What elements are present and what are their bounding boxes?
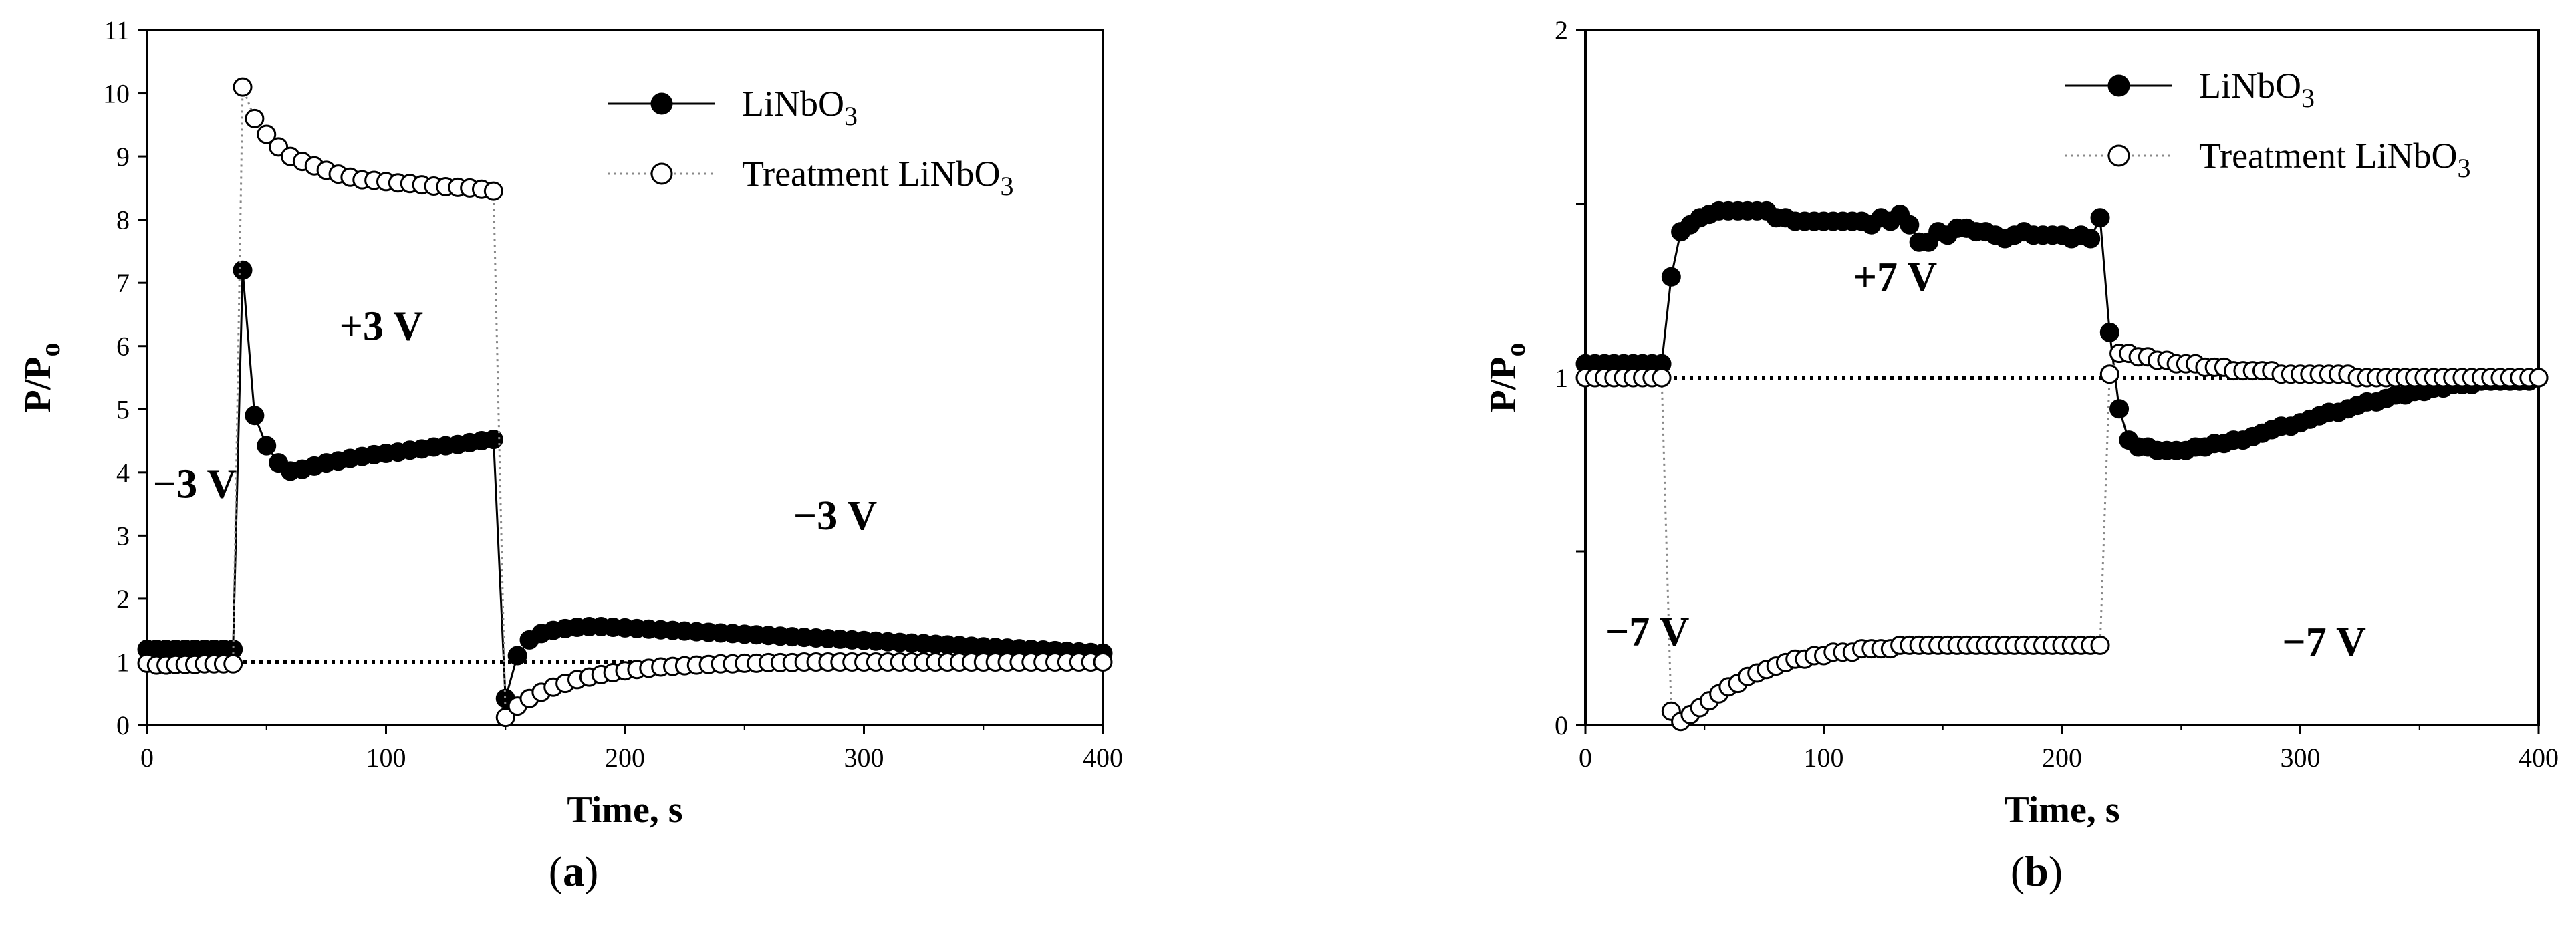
y-tick-label: 3 bbox=[116, 521, 130, 551]
data-point bbox=[245, 406, 265, 426]
legend-label: Treatment LiNbO3 bbox=[2199, 136, 2470, 183]
data-point bbox=[2099, 364, 2119, 384]
data-point bbox=[2090, 635, 2110, 655]
y-tick-label: 11 bbox=[104, 15, 130, 45]
data-point bbox=[257, 436, 277, 456]
data-point bbox=[1093, 652, 1113, 672]
x-tick-label: 300 bbox=[2281, 743, 2321, 773]
data-point bbox=[2109, 399, 2130, 419]
x-tick-label: 100 bbox=[1804, 743, 1844, 773]
y-tick-label: 0 bbox=[116, 710, 130, 741]
x-tick-label: 200 bbox=[2042, 743, 2082, 773]
y-tick-label: 9 bbox=[116, 142, 130, 172]
data-point bbox=[2081, 229, 2101, 249]
x-tick-label: 200 bbox=[605, 743, 645, 773]
panel-label: (b) bbox=[2011, 847, 2063, 895]
data-point bbox=[233, 260, 253, 280]
data-point bbox=[233, 77, 253, 97]
series-treatment-linbo3 bbox=[137, 77, 1113, 728]
chart-panel-a: 0 100 200 300 400 0 1 2 3 4 5 6 7 8 9 10 11 Time, s P/Po Li… bbox=[17, 15, 1123, 895]
data-point bbox=[483, 430, 503, 450]
y-tick-label: 0 bbox=[1555, 710, 1568, 741]
legend-label: LiNbO3 bbox=[742, 84, 858, 131]
chart-panel-b: 0 100 200 300 400 0 1 2 Time, s P/Po LiNbO3 Treatme… bbox=[1483, 15, 2559, 895]
y-axis-title: P/Po bbox=[1483, 343, 1531, 413]
series-treatment-linbo3 bbox=[1575, 344, 2549, 732]
voltage-annotation: −7 V bbox=[2282, 620, 2366, 665]
x-tick-label: 300 bbox=[844, 743, 884, 773]
x-tick-label: 100 bbox=[366, 743, 406, 773]
series-linbo3 bbox=[137, 260, 1113, 708]
panel-label: (a) bbox=[549, 847, 599, 895]
voltage-annotation: −3 V bbox=[793, 493, 878, 539]
y-tick-label: 2 bbox=[116, 584, 130, 614]
series-linbo3 bbox=[1575, 200, 2549, 460]
y-tick-label: 1 bbox=[116, 647, 130, 677]
y-tick-label: 7 bbox=[116, 268, 130, 298]
legend: LiNbO3 Treatment LiNbO3 bbox=[2065, 65, 2470, 183]
data-point bbox=[2099, 322, 2119, 342]
series-line bbox=[1585, 209, 2539, 452]
series-line bbox=[1585, 352, 2539, 723]
legend-swatch-marker bbox=[2107, 74, 2130, 97]
x-axis-title: Time, s bbox=[2004, 789, 2119, 831]
x-axis-title: Time, s bbox=[567, 789, 682, 831]
voltage-annotation: +3 V bbox=[340, 303, 424, 349]
x-tick-label: 0 bbox=[140, 743, 154, 773]
y-tick-label: 5 bbox=[116, 394, 130, 424]
y-tick-label: 10 bbox=[103, 79, 130, 109]
data-point bbox=[483, 181, 503, 201]
legend-swatch-marker bbox=[650, 92, 673, 115]
data-point bbox=[2529, 368, 2549, 388]
data-point bbox=[507, 646, 527, 666]
legend-label: Treatment LiNbO3 bbox=[742, 154, 1013, 201]
legend-swatch-marker bbox=[650, 162, 673, 185]
y-tick-label: 8 bbox=[116, 205, 130, 235]
data-point bbox=[1900, 215, 1920, 235]
legend-label: LiNbO3 bbox=[2199, 65, 2315, 113]
voltage-annotation: +7 V bbox=[1853, 255, 1938, 300]
y-tick-label: 6 bbox=[116, 331, 130, 362]
data-point bbox=[1652, 368, 1672, 388]
data-point bbox=[2090, 208, 2110, 228]
legend: LiNbO3 Treatment LiNbO3 bbox=[608, 84, 1013, 201]
y-axis-title: P/Po bbox=[17, 343, 66, 413]
voltage-annotation: −3 V bbox=[153, 462, 237, 507]
x-tick-label: 400 bbox=[2519, 743, 2559, 773]
y-tick-label: 2 bbox=[1555, 15, 1568, 45]
data-point bbox=[257, 124, 277, 144]
x-tick-label: 400 bbox=[1083, 743, 1123, 773]
legend-swatch-marker bbox=[2107, 144, 2130, 167]
data-point bbox=[245, 108, 265, 128]
y-tick-label: 1 bbox=[1555, 363, 1568, 393]
y-tick-label: 4 bbox=[116, 458, 130, 488]
data-point bbox=[223, 654, 243, 674]
voltage-annotation: −7 V bbox=[1605, 609, 1690, 654]
x-tick-label: 0 bbox=[1579, 743, 1592, 773]
data-point bbox=[495, 708, 515, 728]
data-point bbox=[1661, 267, 1681, 287]
